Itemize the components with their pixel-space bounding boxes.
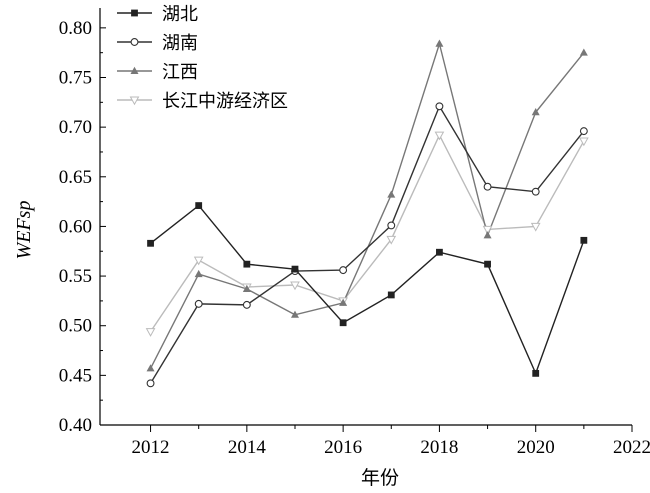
x-tick-label: 2014 <box>228 437 267 458</box>
data-point <box>146 364 155 372</box>
data-point <box>193 256 204 266</box>
data-point <box>579 137 589 147</box>
y-tick-label: 0.80 <box>59 18 92 39</box>
data-point <box>531 108 540 116</box>
series-line-2 <box>149 41 585 369</box>
y-axis-title: WEFsp <box>13 201 35 260</box>
y-tick-label: 0.55 <box>59 266 92 287</box>
data-point <box>290 281 300 291</box>
series-lines <box>149 41 585 384</box>
data-point <box>147 239 154 247</box>
data-point <box>387 190 396 198</box>
legend-label: 湖南 <box>162 33 198 54</box>
series-line-1 <box>149 104 585 384</box>
data-point <box>242 284 251 292</box>
data-point <box>483 182 492 191</box>
data-point <box>482 225 493 235</box>
data-point <box>290 310 299 318</box>
legend-label: 长江中游经济区 <box>162 91 288 112</box>
series-markers <box>145 39 589 388</box>
data-point <box>339 319 347 327</box>
data-point <box>579 127 588 136</box>
data-point <box>531 187 540 196</box>
data-point <box>387 221 396 230</box>
legend-marker <box>130 66 139 74</box>
legend-label: 湖北 <box>162 4 198 25</box>
axes: 0.40 0.45 0.50 0.55 0.60 0.65 0.70 0.75 0.80 2012… <box>59 8 650 458</box>
y-tick-label: 0.60 <box>59 216 92 237</box>
x-tick-label: 2022 <box>613 437 650 458</box>
legend-label: 江西 <box>162 62 198 83</box>
data-point <box>243 260 251 268</box>
y-tick-label: 0.75 <box>59 68 92 89</box>
data-point <box>242 300 251 309</box>
data-point <box>386 235 397 245</box>
data-point <box>530 222 541 232</box>
data-point <box>435 102 444 111</box>
y-tick-label: 0.50 <box>59 316 92 337</box>
x-tick-label: 2012 <box>132 437 170 458</box>
x-axis-title: 年份 <box>361 467 399 489</box>
y-tick-label: 0.40 <box>59 415 92 436</box>
legend-marker <box>129 96 140 106</box>
series-line-0 <box>150 204 585 376</box>
legend-marker <box>131 9 138 17</box>
legend-marker <box>130 38 139 46</box>
data-point <box>194 269 203 278</box>
data-point <box>291 265 299 273</box>
y-tick-label: 0.65 <box>59 167 92 188</box>
data-point <box>435 39 444 47</box>
data-point <box>339 298 348 306</box>
data-point <box>145 328 156 337</box>
x-tick-label: 2016 <box>324 437 362 458</box>
data-point <box>387 291 395 299</box>
data-point <box>146 379 155 388</box>
y-tick-label: 0.70 <box>59 117 92 138</box>
data-point <box>532 369 540 377</box>
data-point <box>434 131 445 141</box>
data-point <box>194 299 203 308</box>
data-point <box>195 202 203 209</box>
x-tick-label: 2020 <box>517 437 555 458</box>
data-point <box>483 231 492 239</box>
data-point <box>580 236 588 244</box>
series-line-3 <box>149 133 585 333</box>
data-point <box>436 248 443 256</box>
data-point <box>579 48 588 56</box>
x-tick-label: 2018 <box>420 437 458 458</box>
y-tick-label: 0.45 <box>59 365 92 386</box>
data-point <box>484 260 491 268</box>
data-point <box>339 266 348 275</box>
